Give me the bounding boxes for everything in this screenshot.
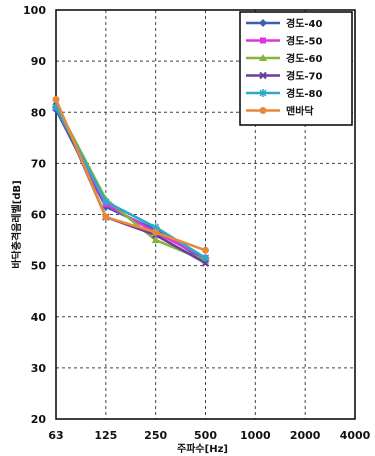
y-tick-label: 20 — [31, 413, 47, 426]
y-tick-label: 30 — [31, 362, 47, 375]
x-tick-label: 63 — [48, 429, 63, 442]
data-point — [201, 253, 210, 262]
legend-entry: 경도-60 — [246, 52, 323, 65]
series-line — [54, 98, 206, 252]
legend-entry: 경도-50 — [246, 35, 323, 48]
y-tick-label: 90 — [31, 55, 47, 68]
data-point — [52, 95, 60, 103]
legend-entry: 경도-40 — [246, 17, 323, 30]
legend-entry: 경도-70 — [246, 70, 323, 83]
series-line — [54, 109, 207, 262]
series-line — [54, 103, 206, 262]
legend-label: 경도-50 — [286, 35, 323, 48]
y-tick-labels: 20 30 40 50 60 70 80 90 100 — [23, 4, 46, 426]
legend-swatch-marker — [260, 37, 266, 44]
series-layer — [52, 95, 210, 267]
data-point — [201, 259, 210, 267]
legend-label: 경도-40 — [286, 17, 323, 30]
y-tick-label: 60 — [31, 209, 47, 222]
series-6 — [52, 95, 209, 254]
series-4 — [52, 98, 210, 267]
series-1 — [52, 105, 210, 265]
legend-label: 맨바닥 — [286, 105, 314, 118]
series-line — [54, 106, 207, 260]
legend-entry: 맨바닥 — [246, 105, 314, 118]
legend-swatch-marker — [259, 89, 267, 97]
series-3 — [52, 100, 210, 264]
series-2 — [53, 104, 209, 261]
legend-entry: 경도-80 — [246, 87, 323, 100]
y-tick-label: 100 — [23, 4, 46, 17]
data-point — [151, 223, 160, 232]
data-point — [52, 103, 60, 112]
x-tick-label: 2000 — [290, 429, 321, 442]
series-line — [54, 106, 207, 260]
data-point — [151, 236, 160, 244]
data-point — [152, 228, 160, 236]
series-line — [54, 101, 207, 265]
data-point — [102, 213, 110, 221]
legend-swatch-marker — [259, 54, 267, 61]
legend-label: 경도-70 — [286, 70, 323, 83]
data-point — [101, 197, 110, 206]
plot-frame — [55, 9, 356, 420]
legend: 경도-40 경도-50 경도-60 경도-70 경도-80 맨바닥 — [239, 11, 353, 126]
y-tick-label: 50 — [31, 260, 47, 273]
legend-box — [239, 11, 353, 126]
series-5 — [52, 103, 210, 262]
y-tick-label: 70 — [31, 157, 47, 170]
y-axis-title: 바닥충격음레벨[dB] — [10, 180, 23, 268]
x-tick-label: 125 — [94, 429, 117, 442]
y-tick-label: 40 — [31, 311, 47, 324]
x-axis-title: 주파수[Hz] — [177, 442, 228, 455]
x-tick-label: 1000 — [240, 429, 271, 442]
data-point — [202, 246, 209, 254]
x-tick-labels: 63 125 250 500 1000 2000 4000 — [48, 429, 370, 442]
y-tick-label: 80 — [31, 106, 47, 119]
legend-swatch-marker — [259, 19, 267, 27]
x-tick-label: 4000 — [340, 429, 371, 442]
x-tick-label: 500 — [194, 429, 217, 442]
x-tick-label: 250 — [144, 429, 167, 442]
legend-swatch-marker — [259, 71, 267, 80]
legend-label: 경도-80 — [286, 87, 323, 100]
legend-label: 경도-60 — [286, 52, 323, 65]
legend-swatch-marker — [259, 107, 267, 114]
